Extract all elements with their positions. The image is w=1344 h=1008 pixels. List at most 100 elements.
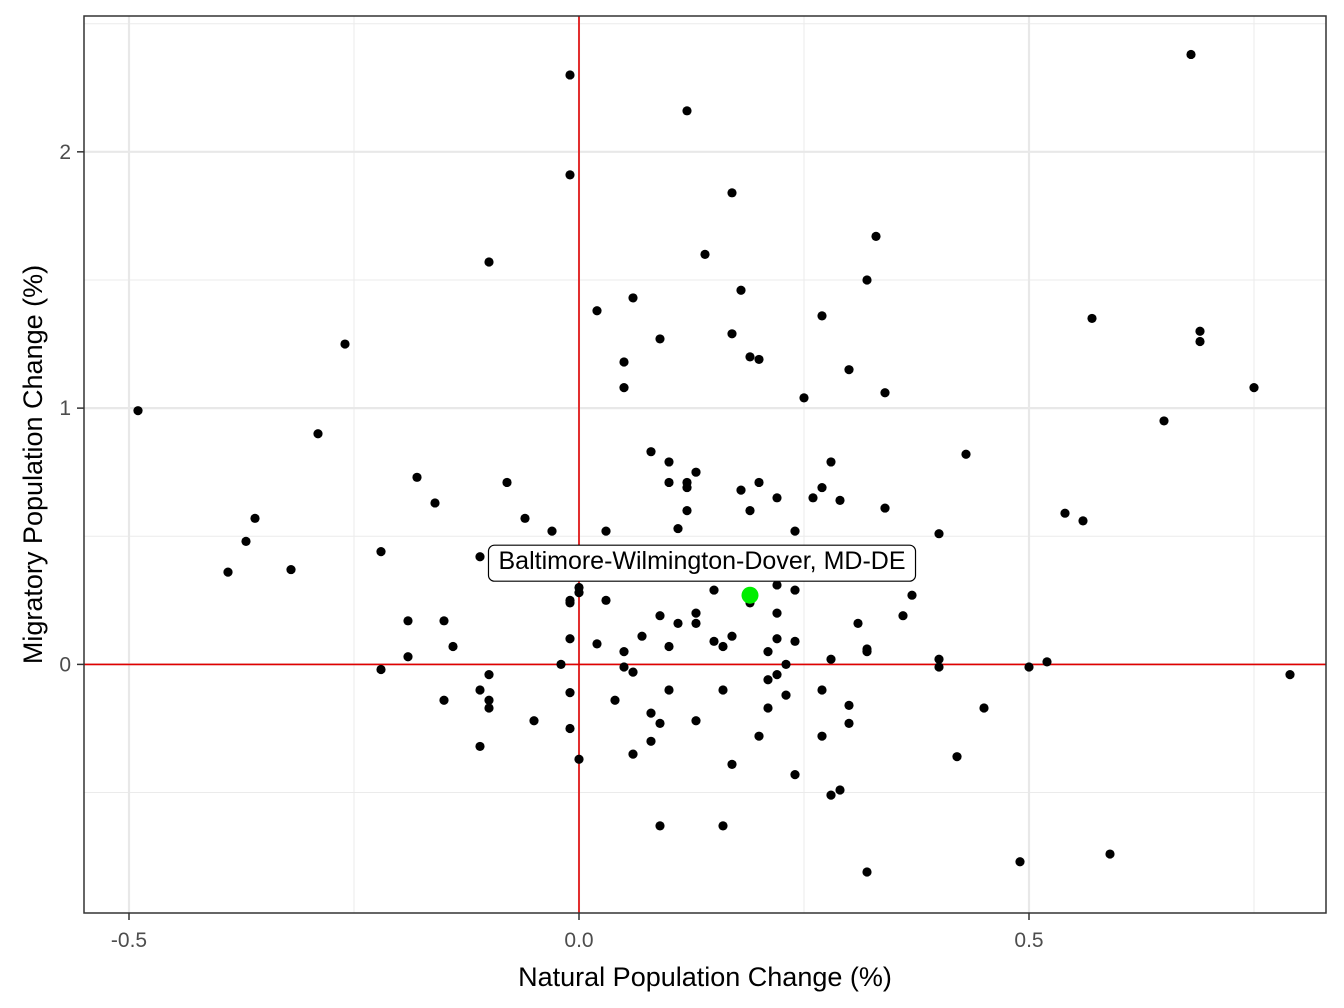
data-point xyxy=(772,608,782,618)
y-tick-label: 0 xyxy=(59,653,71,676)
highlight-group: Baltimore-Wilmington-Dover, MD-DE xyxy=(487,544,917,604)
data-point xyxy=(763,703,773,713)
data-point xyxy=(565,687,575,698)
data-point xyxy=(763,675,773,685)
data-point xyxy=(565,70,575,80)
data-point xyxy=(655,821,665,831)
data-point xyxy=(682,506,692,516)
data-point xyxy=(376,547,386,557)
data-point xyxy=(808,493,818,503)
data-point xyxy=(1024,662,1034,672)
data-point xyxy=(565,723,575,734)
data-point xyxy=(898,611,908,621)
highlight-point xyxy=(741,586,759,604)
data-point xyxy=(646,736,656,746)
data-point xyxy=(691,618,701,628)
data-point xyxy=(781,659,791,670)
data-point xyxy=(790,585,800,595)
data-point xyxy=(655,334,665,344)
x-axis-title: Natural Population Change (%) xyxy=(518,962,892,992)
data-point xyxy=(718,821,728,831)
data-point xyxy=(790,526,800,536)
data-point xyxy=(664,685,674,695)
data-point xyxy=(1159,416,1169,426)
data-points xyxy=(133,49,1295,877)
data-point xyxy=(1285,670,1295,680)
data-point xyxy=(439,695,449,705)
data-point xyxy=(718,641,728,652)
data-point xyxy=(556,659,566,670)
data-point xyxy=(880,503,890,513)
data-point xyxy=(619,662,629,672)
plot-panel xyxy=(84,16,1326,913)
data-point xyxy=(718,685,728,695)
data-point xyxy=(520,513,530,523)
data-point xyxy=(484,703,494,713)
data-point xyxy=(1195,336,1205,347)
data-point xyxy=(700,249,710,259)
data-point xyxy=(403,616,413,626)
data-point xyxy=(286,564,296,575)
data-point xyxy=(646,447,656,457)
data-point xyxy=(682,106,692,116)
data-point xyxy=(1042,657,1052,667)
data-point xyxy=(817,685,827,695)
data-point xyxy=(862,275,872,285)
data-point xyxy=(664,457,674,467)
highlight-label-box xyxy=(487,544,917,582)
data-point xyxy=(727,759,737,769)
data-point xyxy=(844,365,854,375)
data-point xyxy=(637,631,647,641)
x-tick-label: -0.5 xyxy=(111,929,147,952)
data-point xyxy=(826,654,836,664)
data-point xyxy=(601,526,611,536)
data-point xyxy=(1105,849,1115,859)
data-point xyxy=(871,231,881,242)
data-point xyxy=(1186,49,1196,60)
data-point xyxy=(862,646,872,657)
data-point xyxy=(430,498,440,508)
data-point xyxy=(826,457,836,467)
highlight-label: Baltimore-Wilmington-Dover, MD-DE xyxy=(498,547,905,575)
data-point xyxy=(736,485,746,495)
data-point xyxy=(691,716,701,726)
data-point xyxy=(610,695,620,705)
data-point xyxy=(736,285,746,295)
data-point xyxy=(709,585,719,595)
data-point xyxy=(241,536,251,546)
data-point xyxy=(628,749,638,759)
data-point xyxy=(655,611,665,621)
data-point xyxy=(133,406,143,416)
data-point xyxy=(313,429,323,439)
data-point xyxy=(592,639,602,649)
data-point xyxy=(664,477,674,488)
data-point xyxy=(475,552,485,562)
data-point xyxy=(502,477,512,488)
data-point xyxy=(664,641,674,652)
data-point xyxy=(223,567,233,577)
data-point xyxy=(754,354,764,365)
data-point xyxy=(772,634,782,644)
x-tick-label: 0.0 xyxy=(564,929,593,952)
data-point xyxy=(781,690,791,700)
data-point xyxy=(772,580,782,590)
y-axis-title: Migratory Population Change (%) xyxy=(18,265,48,664)
data-point xyxy=(952,752,962,762)
data-point xyxy=(484,670,494,680)
data-point xyxy=(1249,383,1259,393)
data-point xyxy=(907,590,917,600)
data-point xyxy=(412,472,422,482)
data-point xyxy=(376,664,386,675)
data-point xyxy=(655,718,665,728)
data-point xyxy=(754,477,764,488)
data-point xyxy=(439,616,449,626)
data-point xyxy=(727,188,737,198)
plot-border xyxy=(83,15,1327,914)
y-tick-label: 1 xyxy=(59,397,71,420)
data-point xyxy=(835,785,845,795)
data-point xyxy=(529,716,539,726)
data-point xyxy=(682,482,692,493)
data-point xyxy=(619,357,629,367)
data-point xyxy=(772,493,782,503)
data-point xyxy=(826,790,836,800)
